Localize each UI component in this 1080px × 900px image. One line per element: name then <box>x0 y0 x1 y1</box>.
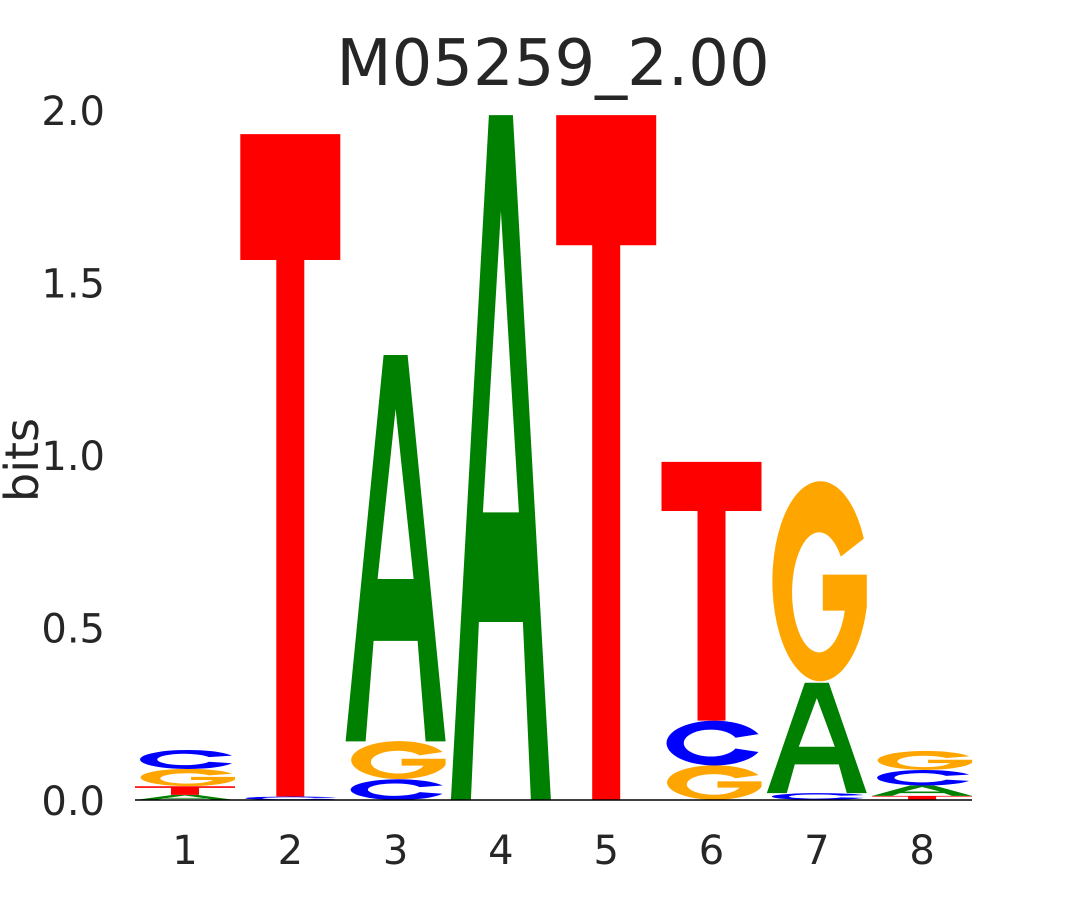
x-tick-label: 2 <box>278 828 303 874</box>
letter-a <box>766 682 867 794</box>
letter-t <box>872 795 973 800</box>
letter-g <box>667 765 762 800</box>
letter-g <box>772 481 867 682</box>
x-tick-label: 5 <box>593 828 618 874</box>
stack-position-7 <box>766 481 867 800</box>
stack-position-5 <box>556 115 657 801</box>
chart-title: M05259_2.00 <box>336 27 769 101</box>
y-tick-label: 1.0 <box>41 434 105 480</box>
letter-c <box>350 779 443 800</box>
letter-c <box>666 720 759 766</box>
x-tick-label: 3 <box>383 828 408 874</box>
x-tick-label: 6 <box>699 828 724 874</box>
letter-t <box>661 461 762 721</box>
x-tick-label: 7 <box>804 828 829 874</box>
letter-c <box>245 796 338 800</box>
stack-position-3 <box>345 354 446 800</box>
letter-t <box>135 786 235 795</box>
x-tick-label: 4 <box>488 828 513 874</box>
letter-a <box>345 354 446 742</box>
letter-t <box>240 134 341 797</box>
y-axis-label: bits <box>0 418 49 502</box>
letter-g <box>140 768 235 787</box>
stack-position-1 <box>135 749 235 800</box>
letter-a <box>450 115 551 801</box>
y-tick-label: 0.0 <box>41 779 105 825</box>
letter-g <box>877 750 973 770</box>
stack-position-6 <box>661 461 762 800</box>
letter-a <box>135 794 235 800</box>
y-tick-label: 0.5 <box>41 607 105 653</box>
y-tick-label: 2.0 <box>41 89 105 135</box>
x-tick-label: 1 <box>172 828 197 874</box>
x-tick-label: 8 <box>909 828 934 874</box>
y-tick-label: 1.5 <box>41 262 105 308</box>
stack-position-4 <box>450 115 551 801</box>
letter-c <box>877 769 970 786</box>
letter-t <box>556 115 657 801</box>
stack-position-8 <box>872 750 973 800</box>
letter-c <box>771 793 864 800</box>
stack-position-2 <box>240 134 341 800</box>
letter-g <box>351 741 446 780</box>
letter-c <box>140 749 232 769</box>
letter-a <box>872 785 973 796</box>
